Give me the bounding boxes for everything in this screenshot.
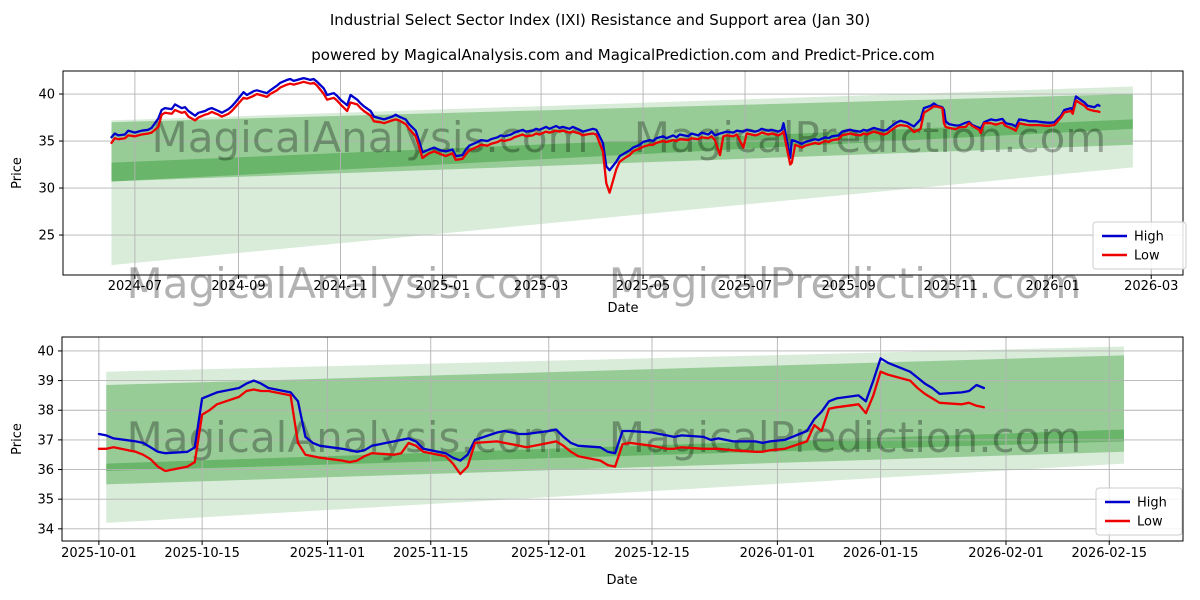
watermark-text: MagicalAnalysis.com [127, 259, 564, 308]
y-tick-label: 38 [37, 404, 54, 419]
legend-box [1095, 487, 1183, 536]
high-line [97, 357, 986, 462]
y-tick-label: 39 [37, 374, 54, 389]
y-tick-label: 40 [38, 88, 55, 103]
watermark-text: MagicalPrediction.com [609, 259, 1082, 308]
x-tick-label: 2025-05 [616, 279, 670, 294]
support-resistance-band [111, 94, 1133, 182]
y-axis-label: Price [10, 423, 25, 455]
legend-label: High [1137, 496, 1167, 511]
x-tick-label: 2026-01 [1025, 279, 1079, 294]
x-tick-label: 2026-01-01 [740, 546, 816, 561]
y-tick-label: 30 [38, 182, 55, 197]
x-tick-label: 2025-10-15 [164, 546, 240, 561]
x-tick-label: 2025-11 [923, 279, 977, 294]
watermark-text: MagicalAnalysis.com [127, 413, 564, 462]
x-tick-label: 2026-02-01 [968, 546, 1044, 561]
x-tick-label: 2026-02-15 [1071, 546, 1147, 561]
watermark-text: MagicalAnalysis.com [152, 113, 589, 162]
support-resistance-band [111, 86, 1133, 266]
low-line [110, 80, 1101, 194]
x-tick-label: 2025-11-01 [290, 546, 366, 561]
watermark-text: MagicalPrediction.com [609, 413, 1082, 462]
x-tick-label: 2025-09 [822, 279, 876, 294]
x-tick-label: 2025-01 [415, 279, 469, 294]
x-tick-label: 2024-11 [313, 279, 367, 294]
x-tick-label: 2024-07 [108, 279, 162, 294]
x-tick-label: 2026-01-15 [843, 546, 919, 561]
low-line [97, 370, 986, 476]
y-tick-label: 35 [37, 493, 54, 508]
x-axis-label: Date [607, 301, 638, 316]
y-axis-label: Price [10, 157, 25, 189]
legend-label: Low [1137, 515, 1163, 530]
legend-label: High [1134, 230, 1164, 245]
bands-and-grid-layer [62, 71, 1183, 541]
y-tick-label: 37 [37, 433, 54, 448]
x-tick-label: 2025-10-01 [61, 546, 137, 561]
figure-subtitle: powered by MagicalAnalysis.com and Magic… [311, 46, 935, 64]
x-tick-label: 2024-09 [211, 279, 265, 294]
plot-border [62, 70, 1184, 276]
plot-border [61, 336, 1184, 542]
y-tick-label: 25 [38, 229, 55, 244]
figure-title: Industrial Select Sector Index (IXI) Res… [330, 11, 870, 29]
support-resistance-band [106, 429, 1124, 485]
x-tick-label: 2025-12-01 [511, 546, 587, 561]
x-tick-label: 2026-03 [1124, 279, 1178, 294]
x-tick-label: 2025-03 [514, 279, 568, 294]
high-line [110, 76, 1101, 172]
x-axis-label: Date [606, 573, 637, 588]
y-tick-label: 40 [37, 344, 54, 359]
x-tick-label: 2025-12-15 [614, 546, 690, 561]
y-tick-label: 36 [37, 463, 54, 478]
series-and-axes-layer: 2024-07 2024-09 2024-11 2025-01 2025-03 2025-… [10, 70, 1187, 588]
support-resistance-band [106, 355, 1124, 472]
y-tick-label: 35 [38, 135, 55, 150]
x-tick-label: 2025-11-15 [393, 546, 469, 561]
y-tick-label: 34 [37, 522, 54, 537]
x-tick-label: 2025-07 [718, 279, 772, 294]
legend-box [1092, 221, 1187, 270]
support-resistance-band [111, 119, 1133, 182]
legend-label: Low [1134, 249, 1160, 264]
